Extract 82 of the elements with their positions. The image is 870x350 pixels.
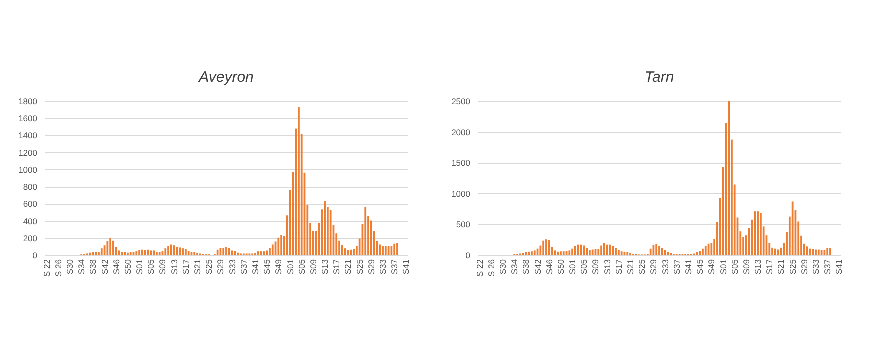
x-tick-label: S17 [764, 259, 775, 275]
x-tick-label: S41 [683, 259, 694, 275]
x-tick-label: S29 [216, 259, 226, 275]
x-tick-label: S01 [134, 259, 145, 275]
y-tick-label: 400 [23, 216, 38, 226]
x-tick-label: S37 [390, 259, 400, 275]
x-tick-label: S33 [227, 259, 238, 275]
x-tick-label: S21 [626, 259, 636, 275]
x-tick-label: S37 [822, 259, 833, 275]
x-tick-label: S 26 [53, 259, 64, 277]
x-tick-label: S41 [834, 259, 844, 275]
x-tick-label: S13 [602, 259, 612, 275]
x-tick-label: S46 [544, 259, 554, 275]
chart-title: Tarn [644, 69, 674, 86]
x-tick-label: S49 [706, 259, 717, 275]
x-tick-label: S09 [158, 259, 168, 275]
x-tick-label: S09 [741, 259, 752, 275]
y-tick-label: 1000 [452, 188, 471, 199]
x-tick-label: S34 [510, 259, 520, 275]
y-tick-label: 1800 [18, 96, 38, 106]
x-tick-label: S50 [556, 259, 566, 275]
x-tick-label: S45 [262, 259, 272, 275]
y-tick-label: 1200 [18, 148, 38, 158]
x-tick-label: S30 [64, 259, 75, 275]
x-tick-label: S37 [238, 259, 249, 275]
chart-title: Aveyron [198, 69, 254, 86]
y-tick-label: 2000 [452, 127, 471, 138]
x-tick-label: S21 [343, 259, 354, 275]
x-tick-label: S38 [88, 259, 98, 275]
y-tick-label: 200 [23, 233, 38, 244]
x-tick-label: S05 [146, 259, 156, 275]
x-tick-label: S01 [718, 259, 728, 275]
x-tick-label: S05 [296, 259, 307, 275]
y-tick-label: 1600 [18, 114, 38, 124]
x-tick-label: S29 [799, 259, 810, 275]
x-tick-label: S42 [100, 259, 110, 275]
x-tick-label: S09 [308, 259, 318, 275]
x-tick-label: S13 [320, 259, 330, 275]
x-tick-label: S38 [521, 259, 532, 275]
x-tick-label: S41 [250, 259, 260, 275]
x-tick-label: S30 [498, 259, 508, 275]
x-tick-label: S01 [285, 259, 296, 275]
x-tick-label: S33 [378, 259, 388, 275]
y-tick-label: 2500 [452, 96, 471, 106]
x-tick-label: S 22 [42, 259, 52, 277]
x-tick-label: S09 [590, 259, 601, 275]
x-tick-label: S50 [122, 259, 133, 275]
x-tick-label: S21 [776, 259, 786, 275]
x-tick-label: S45 [695, 259, 706, 275]
x-tick-label: S41 [401, 259, 412, 275]
x-tick-label: S21 [192, 259, 203, 275]
x-tick-label: S25 [354, 259, 365, 275]
x-tick-label: S33 [811, 259, 822, 275]
y-tick-label: 0 [32, 250, 38, 260]
x-tick-label: S29 [648, 259, 659, 275]
y-tick-label: 1000 [18, 164, 38, 175]
y-tick-label: 600 [23, 199, 38, 210]
x-tick-label: S46 [111, 259, 122, 275]
y-tick-label: 1500 [452, 158, 471, 168]
x-tick-label: S49 [274, 259, 284, 275]
x-tick-label: S13 [169, 259, 180, 275]
x-tick-label: S29 [366, 259, 376, 275]
x-tick-label: S 22 [474, 259, 485, 277]
x-tick-label: S25 [788, 259, 798, 275]
y-tick-label: 800 [23, 182, 38, 192]
x-tick-label: S25 [204, 259, 214, 275]
x-tick-label: S 26 [486, 259, 496, 277]
x-tick-label: S42 [532, 259, 543, 275]
x-tick-label: S34 [76, 259, 87, 275]
y-tick-label: 500 [456, 220, 471, 230]
x-tick-label: S33 [660, 259, 670, 275]
x-tick-label: S17 [332, 259, 342, 275]
y-tick-label: 1400 [18, 130, 38, 141]
y-tick-label: 0 [466, 250, 471, 260]
x-tick-label: S05 [730, 259, 740, 275]
x-tick-label: S05 [579, 259, 590, 275]
x-tick-label: S17 [180, 259, 191, 275]
x-tick-label: S01 [568, 259, 578, 275]
x-tick-label: S37 [672, 259, 682, 275]
x-tick-label: S13 [753, 259, 764, 275]
x-tick-label: S17 [614, 259, 624, 275]
x-tick-label: S25 [637, 259, 648, 275]
